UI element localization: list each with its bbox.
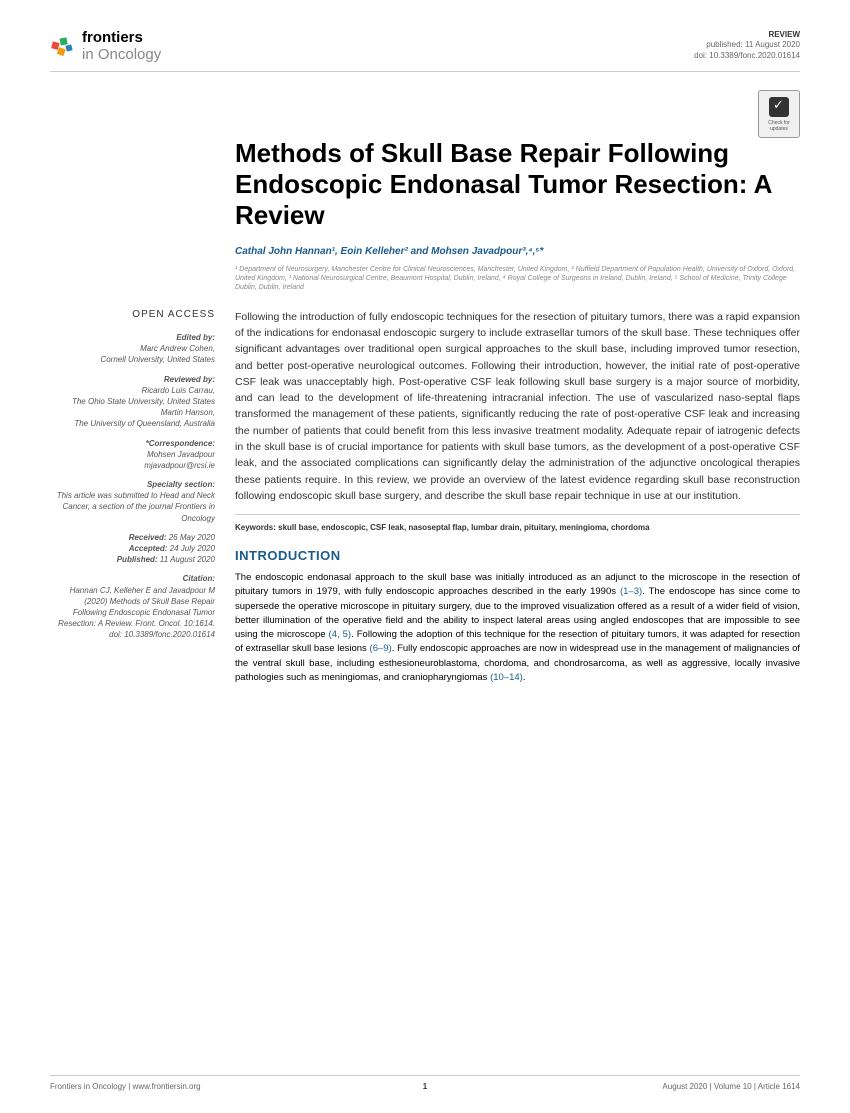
- reviewer-1-name: Ricardo Luis Carrau,: [142, 386, 215, 395]
- specialty-text: This article was submitted to Head and N…: [57, 491, 215, 522]
- journal-name-bold: frontiers: [82, 29, 143, 46]
- editor-name: Marc Andrew Cohen,: [140, 344, 215, 353]
- specialty-section: Specialty section: This article was subm…: [50, 479, 215, 524]
- footer-right: August 2020 | Volume 10 | Article 1614: [662, 1082, 800, 1091]
- frontiers-logo-icon: [50, 34, 76, 60]
- journal-logo: frontiers in Oncology: [50, 30, 161, 63]
- reviewer-1-affiliation: The Ohio State University, United States: [72, 397, 215, 406]
- edited-by-label: Edited by:: [50, 332, 215, 343]
- abstract: Following the introduction of fully endo…: [235, 309, 800, 504]
- correspondence-section: *Correspondence: Mohsen Javadpour mjavad…: [50, 438, 215, 472]
- sidebar: OPEN ACCESS Edited by: Marc Andrew Cohen…: [50, 138, 215, 685]
- edited-by-section: Edited by: Marc Andrew Cohen, Cornell Un…: [50, 332, 215, 366]
- received-date: 26 May 2020: [169, 533, 215, 542]
- ref-link-2[interactable]: (4, 5): [329, 629, 352, 640]
- correspondence-label: *Correspondence:: [50, 438, 215, 449]
- journal-name-light: in Oncology: [82, 46, 161, 63]
- editor-affiliation: Cornell University, United States: [100, 355, 215, 364]
- introduction-text: The endoscopic endonasal approach to the…: [235, 571, 800, 685]
- reviewer-2-affiliation: The University of Queensland, Australia: [74, 419, 215, 428]
- reviewer-2-name: Martin Hanson,: [161, 408, 215, 417]
- accepted-date: 24 July 2020: [170, 544, 215, 553]
- doi: doi: 10.3389/fonc.2020.01614: [694, 51, 800, 61]
- open-access-label: OPEN ACCESS: [50, 308, 215, 322]
- specialty-label: Specialty section:: [50, 479, 215, 490]
- footer: Frontiers in Oncology | www.frontiersin.…: [50, 1075, 800, 1091]
- received-label: Received:: [129, 533, 167, 542]
- page-number: 1: [423, 1082, 427, 1091]
- published-date: 11 August 2020: [160, 555, 215, 564]
- ref-link-3[interactable]: (6–9): [370, 643, 392, 654]
- intro-part-5: .: [523, 672, 526, 683]
- article-title: Methods of Skull Base Repair Following E…: [235, 138, 800, 232]
- article-body: Methods of Skull Base Repair Following E…: [235, 138, 800, 685]
- header: frontiers in Oncology REVIEW published: …: [50, 30, 800, 72]
- check-updates-label: Check for updates: [759, 120, 799, 132]
- publication-info: REVIEW published: 11 August 2020 doi: 10…: [694, 30, 800, 61]
- footer-left[interactable]: Frontiers in Oncology | www.frontiersin.…: [50, 1082, 201, 1091]
- introduction-heading: INTRODUCTION: [235, 548, 800, 563]
- ref-link-4[interactable]: (10–14): [490, 672, 523, 683]
- article-type: REVIEW: [694, 30, 800, 40]
- accepted-label: Accepted:: [129, 544, 168, 553]
- authors: Cathal John Hannan¹, Eoin Kelleher² and …: [235, 246, 800, 257]
- correspondent-email: mjavadpour@rcsi.ie: [144, 461, 215, 470]
- published-label: Published:: [117, 555, 158, 564]
- affiliations: ¹ Department of Neurosurgery, Manchester…: [235, 265, 800, 293]
- citation-section: Citation: Hannan CJ, Kelleher E and Java…: [50, 573, 215, 640]
- citation-label: Citation:: [50, 573, 215, 584]
- keywords: Keywords: skull base, endoscopic, CSF le…: [235, 514, 800, 532]
- citation-text: Hannan CJ, Kelleher E and Javadpour M (2…: [58, 586, 215, 640]
- ref-link-1[interactable]: (1–3): [620, 586, 642, 597]
- check-updates-badge[interactable]: Check for updates: [758, 90, 800, 138]
- correspondent-name: Mohsen Javadpour: [147, 450, 215, 459]
- reviewed-by-section: Reviewed by: Ricardo Luis Carrau, The Oh…: [50, 374, 215, 430]
- reviewed-by-label: Reviewed by:: [50, 374, 215, 385]
- published-date: published: 11 August 2020: [694, 40, 800, 50]
- dates-section: Received: 26 May 2020 Accepted: 24 July …: [50, 532, 215, 566]
- checkmark-icon: [769, 97, 789, 117]
- journal-name: frontiers in Oncology: [82, 30, 161, 63]
